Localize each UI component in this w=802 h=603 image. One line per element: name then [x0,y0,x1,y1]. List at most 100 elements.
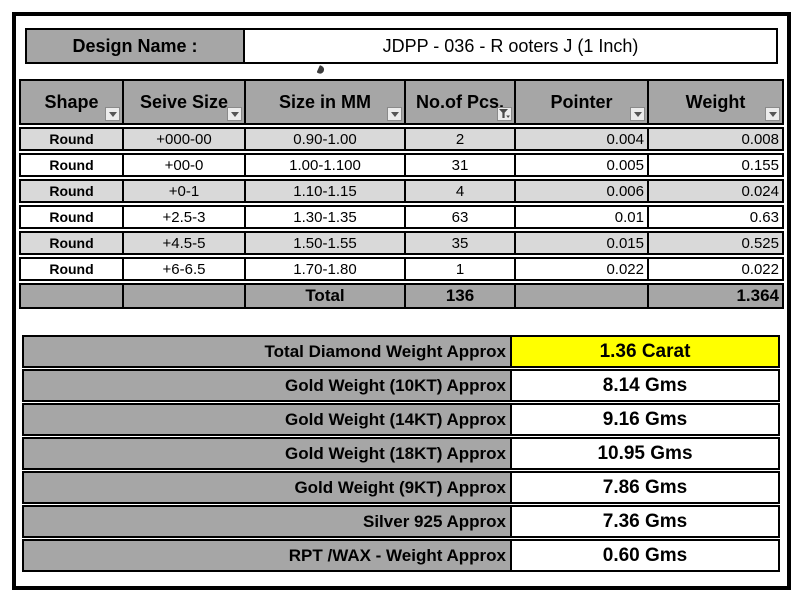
summary-value: 9.16 Gms [512,405,778,434]
summary-row-gold-18kt: Gold Weight (18KT) Approx 10.95 Gms [22,437,780,470]
cell-weight: 0.024 [649,179,784,203]
cell-sieve: +6-6.5 [124,257,246,281]
diamond-spec-table: Shape Seive Size Size in MM No.of Pcs. [19,77,784,311]
table-row: Round +0-1 1.10-1.15 4 0.006 0.024 [19,179,784,203]
summary-value: 7.36 Gms [512,507,778,536]
summary-label: Gold Weight (18KT) Approx [24,439,512,468]
cell-sieve: +4.5-5 [124,231,246,255]
summary-value: 8.14 Gms [512,371,778,400]
cell-size-mm: 0.90-1.00 [246,127,406,151]
cell-size-mm: 1.10-1.15 [246,179,406,203]
cell-size-mm: 1.70-1.80 [246,257,406,281]
cell-size-mm: 1.50-1.55 [246,231,406,255]
cell-pointer: 0.005 [516,153,649,177]
cell-weight: 0.525 [649,231,784,255]
total-label: Total [246,283,406,309]
total-empty-sieve [124,283,246,309]
filter-button-weight[interactable] [765,107,780,121]
summary-row-diamond: Total Diamond Weight Approx 1.36 Carat [22,335,780,368]
total-weight: 1.364 [649,283,784,309]
cell-sieve: +0-1 [124,179,246,203]
filter-button-seive-size[interactable] [227,107,242,121]
chevron-down-icon [633,111,642,117]
cell-shape: Round [19,179,124,203]
cell-shape: Round [19,257,124,281]
column-header-shape-label: Shape [44,91,99,112]
column-header-pointer-label: Pointer [550,91,613,112]
chevron-down-icon [390,111,399,117]
cell-pointer: 0.004 [516,127,649,151]
filter-button-shape[interactable] [105,107,120,121]
summary-label: Gold Weight (9KT) Approx [24,473,512,502]
summary-row-gold-10kt: Gold Weight (10KT) Approx 8.14 Gms [22,369,780,402]
cell-sieve: +2.5-3 [124,205,246,229]
cell-pcs: 63 [406,205,516,229]
column-header-size-in-mm: Size in MM [246,79,406,125]
cell-sieve: +00-0 [124,153,246,177]
cell-pcs: 35 [406,231,516,255]
design-name-row: Design Name : JDPP - 036 - R ooters J (1… [25,28,778,64]
summary-row-rpt-wax: RPT /WAX - Weight Approx 0.60 Gms [22,539,780,572]
cell-weight: 0.155 [649,153,784,177]
design-name-label: Design Name : [27,30,245,62]
chevron-down-icon [230,111,239,117]
cell-pointer: 0.022 [516,257,649,281]
summary-label: Total Diamond Weight Approx [24,337,512,366]
summary-label: Silver 925 Approx [24,507,512,536]
table-row: Round +4.5-5 1.50-1.55 35 0.015 0.525 [19,231,784,255]
column-header-weight: Weight [649,79,784,125]
summary-label: RPT /WAX - Weight Approx [24,541,512,570]
cell-pointer: 0.015 [516,231,649,255]
summary-row-gold-9kt: Gold Weight (9KT) Approx 7.86 Gms [22,471,780,504]
filter-funnel-icon [499,108,510,118]
cell-weight: 0.022 [649,257,784,281]
cell-size-mm: 1.00-1.100 [246,153,406,177]
total-row: Total 136 1.364 [19,283,784,309]
design-name-value: JDPP - 036 - R ooters J (1 Inch) [245,30,776,62]
total-empty-pointer [516,283,649,309]
stray-ink-mark [316,65,326,75]
column-header-size-in-mm-label: Size in MM [278,91,371,112]
cell-pcs: 2 [406,127,516,151]
filter-button-no-of-pcs[interactable] [497,107,512,121]
summary-label: Gold Weight (14KT) Approx [24,405,512,434]
cell-shape: Round [19,205,124,229]
column-header-seive-size: Seive Size [124,79,246,125]
header-row: Shape Seive Size Size in MM No.of Pcs. [19,79,784,125]
table-row: Round +2.5-3 1.30-1.35 63 0.01 0.63 [19,205,784,229]
total-pcs: 136 [406,283,516,309]
cell-shape: Round [19,127,124,151]
table-row: Round +000-00 0.90-1.00 2 0.004 0.008 [19,127,784,151]
summary-label: Gold Weight (10KT) Approx [24,371,512,400]
cell-shape: Round [19,231,124,255]
sheet-frame: Design Name : JDPP - 036 - R ooters J (1… [12,12,791,590]
cell-pcs: 4 [406,179,516,203]
filter-button-size-in-mm[interactable] [387,107,402,121]
column-header-no-of-pcs-label: No.of Pcs. [415,91,504,112]
column-header-pointer: Pointer [516,79,649,125]
total-empty-shape [19,283,124,309]
weight-summary-table: Total Diamond Weight Approx 1.36 Carat G… [22,335,780,572]
cell-size-mm: 1.30-1.35 [246,205,406,229]
summary-value-highlighted: 1.36 Carat [512,337,778,366]
summary-value: 7.86 Gms [512,473,778,502]
chevron-down-icon [108,111,117,117]
cell-pointer: 0.006 [516,179,649,203]
cell-weight: 0.63 [649,205,784,229]
column-header-shape: Shape [19,79,124,125]
cell-pointer: 0.01 [516,205,649,229]
table-row: Round +00-0 1.00-1.100 31 0.005 0.155 [19,153,784,177]
summary-value: 10.95 Gms [512,439,778,468]
column-header-no-of-pcs: No.of Pcs. [406,79,516,125]
cell-pcs: 1 [406,257,516,281]
cell-shape: Round [19,153,124,177]
column-header-seive-size-label: Seive Size [139,91,229,112]
column-header-weight-label: Weight [685,91,746,112]
summary-row-silver-925: Silver 925 Approx 7.36 Gms [22,505,780,538]
cell-weight: 0.008 [649,127,784,151]
table-row: Round +6-6.5 1.70-1.80 1 0.022 0.022 [19,257,784,281]
cell-pcs: 31 [406,153,516,177]
summary-value: 0.60 Gms [512,541,778,570]
chevron-down-icon [768,111,777,117]
filter-button-pointer[interactable] [630,107,645,121]
